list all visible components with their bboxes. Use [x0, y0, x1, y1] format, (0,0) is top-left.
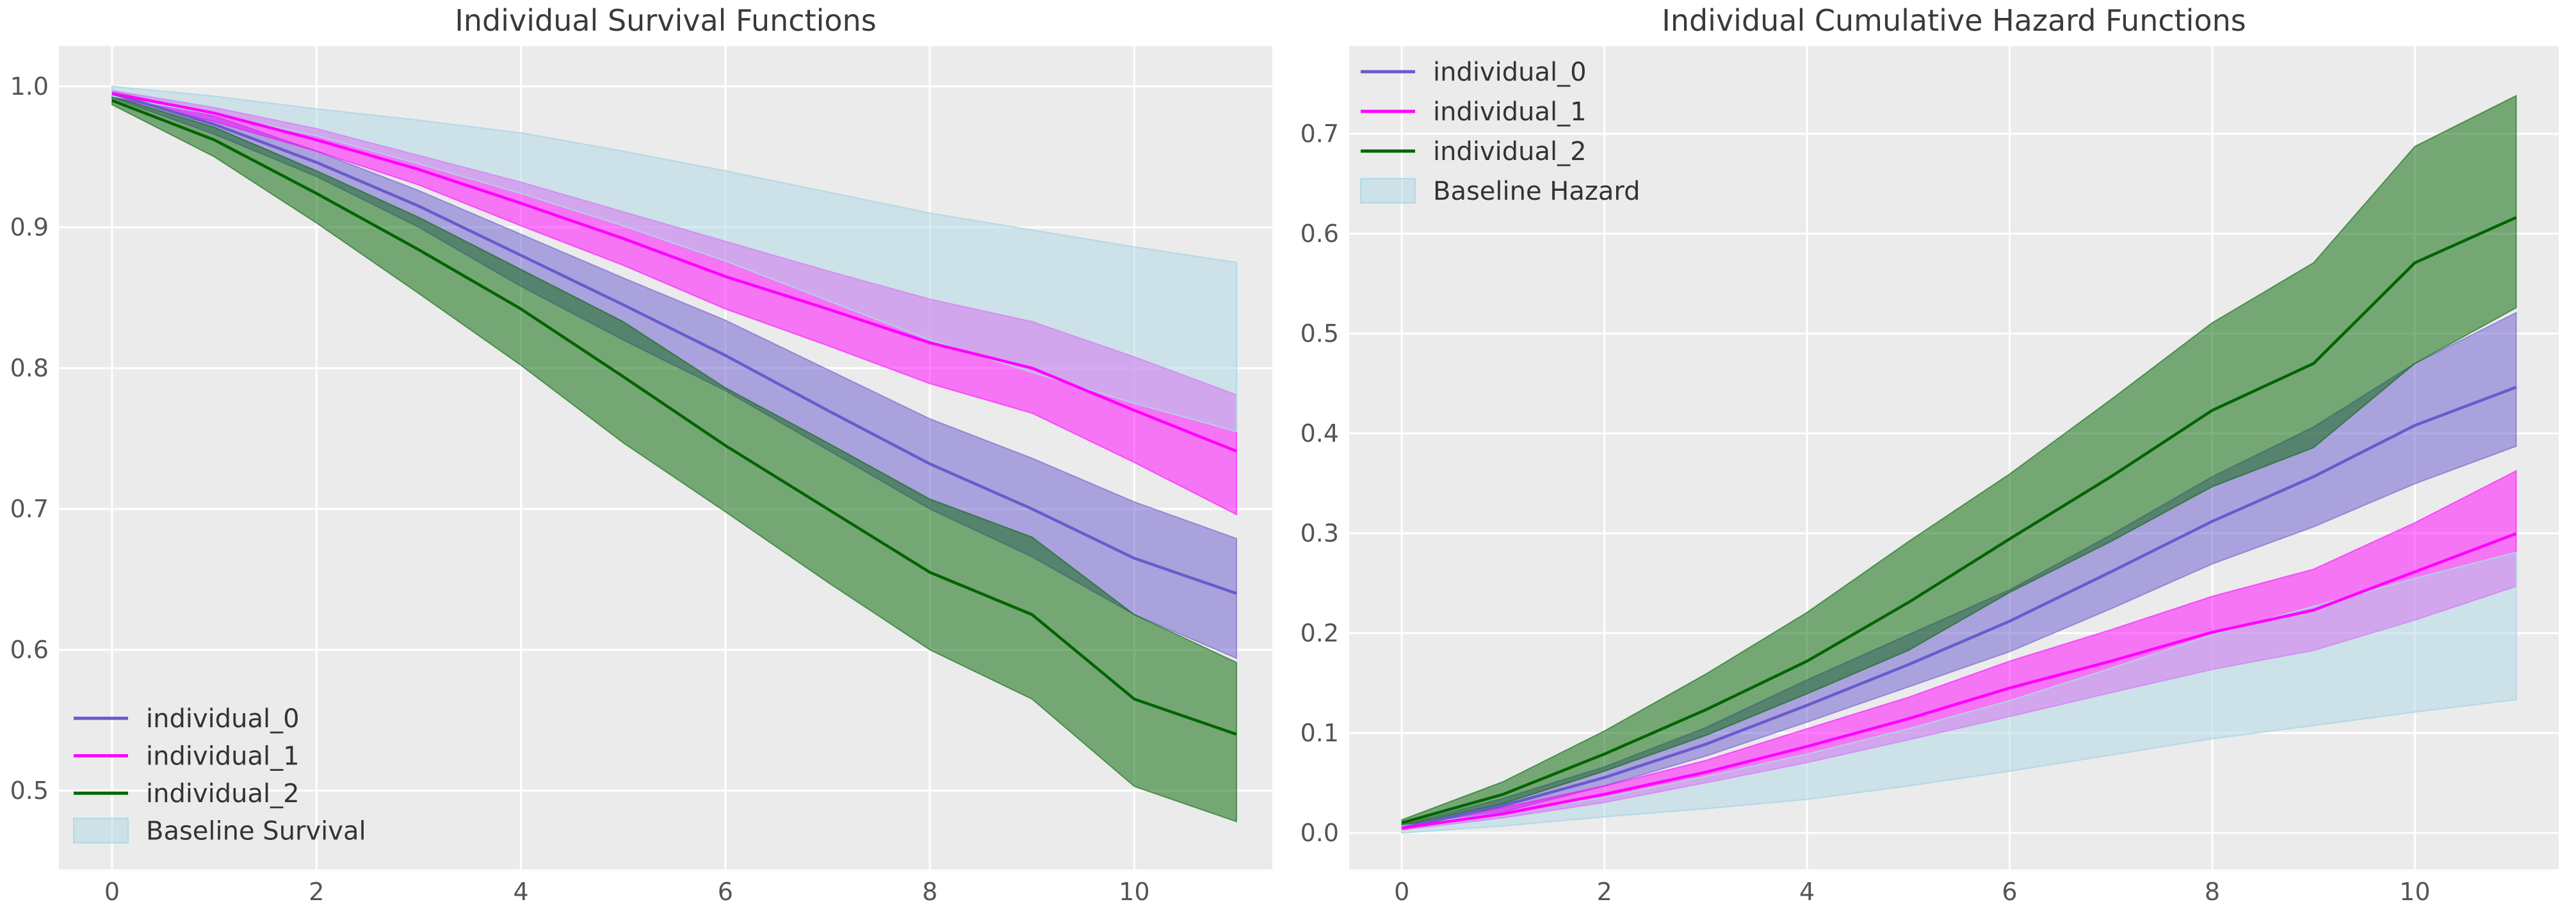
legend-item: individual_1 — [1361, 97, 1587, 127]
x-tick-label: 10 — [1119, 878, 1149, 906]
y-tick-label: 0.2 — [1300, 619, 1339, 647]
x-tick-label: 4 — [514, 878, 529, 906]
line-individual-1 — [1401, 532, 2517, 830]
survival-chart: 1.0 0.9 0.8 0.7 0.6 0.5 0 2 4 6 8 10 Individual Surv… — [10, 3, 1272, 906]
legend-label: individual_2 — [146, 779, 300, 809]
legend-label: individual_0 — [146, 704, 300, 734]
legend-label: individual_2 — [1433, 137, 1587, 166]
y-tick-label: 0.1 — [1300, 719, 1339, 747]
x-tick-label: 8 — [922, 878, 937, 906]
x-tick-label: 8 — [2205, 878, 2220, 906]
legend: individual_0 individual_1 individual_2 Base… — [1360, 58, 1640, 206]
legend: individual_0 individual_1 individual_2 Base… — [73, 704, 366, 846]
legend-item: Baseline Survival — [73, 817, 366, 846]
y-tick-label: 0.5 — [10, 777, 49, 805]
legend-item: individual_1 — [74, 742, 300, 771]
legend-label: individual_0 — [1433, 58, 1587, 87]
y-tick-label: 0.8 — [10, 354, 49, 382]
x-tick-label: 6 — [718, 878, 733, 906]
line-individual-2 — [111, 99, 1237, 736]
ci-band-individual-2 — [111, 95, 1238, 823]
hazard-chart: 0.0 0.1 0.2 0.3 0.4 0.5 0.6 0.7 0 2 4 6 8 10 Individua… — [1300, 3, 2559, 906]
y-tick-label: 0.3 — [1300, 519, 1339, 547]
x-tick-label: 0 — [104, 878, 120, 906]
legend-label: individual_1 — [1433, 97, 1587, 127]
x-tick-label: 4 — [1799, 878, 1815, 906]
legend-item: Baseline Hazard — [1360, 177, 1640, 206]
x-tick-label: 6 — [2002, 878, 2017, 906]
y-tick-label: 0.7 — [10, 495, 49, 523]
x-tick-label: 2 — [309, 878, 324, 906]
chart-title: Individual Survival Functions — [455, 3, 876, 38]
y-tick-label: 0.6 — [10, 636, 49, 664]
legend-patch-swatch — [73, 818, 129, 844]
legend-patch-swatch — [1360, 178, 1416, 204]
chart-title: Individual Cumulative Hazard Functions — [1662, 3, 2246, 38]
legend-label: individual_1 — [146, 742, 300, 771]
y-tick-label: 0.4 — [1300, 419, 1339, 447]
legend-item: individual_0 — [74, 704, 300, 734]
ci-band-baseline-survival — [111, 85, 1238, 433]
line-individual-0 — [111, 92, 1237, 595]
x-tick-label: 2 — [1597, 878, 1612, 906]
y-tick-label: 0.7 — [1300, 120, 1339, 148]
y-tick-label: 0.0 — [1300, 819, 1339, 847]
y-tick-label: 0.9 — [10, 213, 49, 241]
legend-item: individual_2 — [74, 779, 300, 809]
line-individual-2 — [1401, 216, 2517, 825]
y-tick-label: 1.0 — [10, 72, 49, 101]
legend-label: Baseline Hazard — [1433, 177, 1640, 206]
ci-band-baseline-hazard — [1401, 551, 2517, 834]
legend-label: Baseline Survival — [146, 817, 366, 846]
legend-item: individual_2 — [1361, 137, 1587, 166]
line-individual-0 — [1401, 385, 2517, 830]
x-tick-label: 10 — [2399, 878, 2430, 906]
line-individual-1 — [111, 92, 1237, 453]
ci-band-individual-2 — [1401, 94, 2517, 827]
legend-item: individual_0 — [1361, 58, 1587, 87]
y-tick-label: 0.6 — [1300, 220, 1339, 248]
y-tick-label: 0.5 — [1300, 319, 1339, 348]
x-tick-label: 0 — [1394, 878, 1409, 906]
